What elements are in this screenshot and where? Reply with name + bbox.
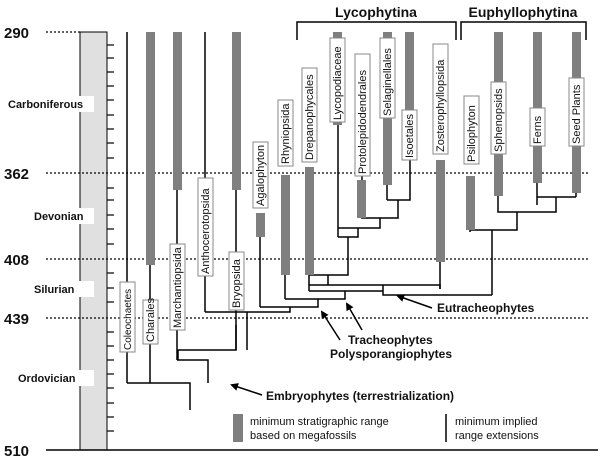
node-arrows: [230, 294, 433, 396]
range-bar-marchantiopsida: [173, 32, 182, 190]
tick-510: 510: [4, 443, 29, 460]
svg-text:Protolepidodendrales: Protolepidodendrales: [357, 70, 369, 174]
range-bar-protolepidodendrales: [357, 180, 366, 218]
taxon-label-marchantiopsida: Marchantiopsida: [169, 243, 186, 331]
taxon-label-agalophyton: Agalophyton: [252, 141, 269, 209]
tick-408: 408: [4, 252, 29, 269]
svg-text:Coleochaetes: Coleochaetes: [123, 289, 134, 350]
period-label-bg: [32, 208, 94, 224]
node-polysporangiophytes: Polysporangiophytes: [330, 347, 452, 361]
taxon-label-bryopsida: Bryopsida: [228, 251, 245, 311]
svg-text:Agalophyton: Agalophyton: [255, 145, 267, 206]
group-lycophytina: Lycophytina: [335, 4, 417, 20]
svg-text:Charales: Charales: [145, 297, 157, 342]
node-tracheophytes: Tracheophytes: [348, 333, 433, 347]
taxon-label-anthocerotopsida: Anthocerotopsida: [197, 177, 214, 277]
arrow-embryophytes: [230, 383, 263, 396]
tick-290: 290: [4, 25, 29, 42]
svg-text:Marchantiopsida: Marchantiopsida: [172, 246, 184, 328]
group-euphyllophytina: Euphyllophytina: [469, 4, 578, 20]
legend-bar-text-2: based on megafossils: [250, 430, 357, 442]
svg-text:Rhyniopsida: Rhyniopsida: [280, 103, 292, 164]
taxon-label-selaginellales: Selaginellales: [379, 37, 396, 119]
legend-bar-swatch: [233, 414, 243, 442]
legend-bar-text-1: minimum stratigraphic range: [250, 416, 389, 428]
arrow-eutracheophytes: [396, 294, 433, 309]
svg-text:Seed Plants: Seed Plants: [571, 84, 583, 144]
range-bar-rhyniopsida: [281, 175, 290, 275]
svg-text:Bryopsida: Bryopsida: [231, 258, 243, 308]
svg-text:Lycopodiaceae: Lycopodiaceae: [332, 46, 344, 120]
range-bar-charales: [146, 32, 155, 265]
svg-text:Selaginellales: Selaginellales: [382, 48, 394, 116]
period-label-bg: [16, 370, 94, 386]
tick-362: 362: [4, 166, 29, 183]
time-column: [79, 31, 108, 451]
arrow-tracheophytes: [346, 302, 363, 331]
taxon-label-lycopodiaceae: Lycopodiaceae: [329, 37, 346, 123]
legend-line-text-1: minimum implied: [455, 416, 538, 428]
period-label-bg: [6, 96, 94, 112]
range-bar-drepanophycales: [305, 167, 314, 275]
svg-text:Drepanophycales: Drepanophycales: [304, 74, 316, 160]
svg-text:Anthocerotopsida: Anthocerotopsida: [200, 188, 212, 274]
range-bar-bryopsida: [232, 32, 241, 190]
range-bar-agalophyton: [256, 213, 265, 237]
period-label-bg: [32, 281, 94, 297]
taxon-label-charales: Charales: [142, 297, 159, 345]
node-eutracheophytes: Eutracheophytes: [437, 301, 535, 315]
taxon-label-psilophyton: Psilophyton: [463, 95, 480, 165]
svg-text:Zosterophyllopsida: Zosterophyllopsida: [435, 59, 447, 152]
taxon-label-drepanophycales: Drepanophycales: [301, 67, 318, 163]
range-bar-zosterophyllopsida: [436, 160, 445, 262]
tick-439: 439: [4, 311, 29, 328]
group-brackets: [296, 21, 587, 40]
minor-ticks: [107, 44, 114, 432]
svg-text:Sphenopsids: Sphenopsids: [493, 88, 505, 152]
node-embryophytes: Embryophytes (terrestrialization): [266, 389, 454, 403]
taxon-label-ferns: Ferns: [529, 107, 546, 147]
taxon-label-sphenopsids: Sphenopsids: [490, 81, 507, 155]
period-devonian: Devonian: [34, 211, 84, 223]
taxon-label-protolepidodendrales: Protolepidodendrales: [354, 53, 371, 177]
taxon-label-coleochaetes: Coleochaetes: [119, 281, 136, 353]
taxon-label-seed-plants: Seed Plants: [568, 77, 585, 147]
svg-text:Psilophyton: Psilophyton: [466, 105, 478, 162]
period-silurian: Silurian: [34, 284, 75, 296]
svg-text:Isoetales: Isoetales: [404, 113, 416, 158]
taxon-label-rhyniopsida: Rhyniopsida: [277, 99, 294, 167]
taxon-label-isoetales: Isoetales: [401, 109, 418, 161]
svg-text:Ferns: Ferns: [532, 115, 544, 144]
range-bar-isoetales: [405, 32, 414, 150]
arrow-polysporangiophytes: [320, 310, 341, 341]
range-bar-psilophyton: [466, 176, 475, 230]
legend-line-text-2: range extensions: [455, 430, 539, 442]
taxon-label-zosterophyllopsida: Zosterophyllopsida: [432, 43, 449, 155]
period-ordovician: Ordovician: [18, 373, 76, 385]
period-carboniferous: Carboniferous: [8, 99, 83, 111]
tree-lines: [126, 32, 577, 410]
